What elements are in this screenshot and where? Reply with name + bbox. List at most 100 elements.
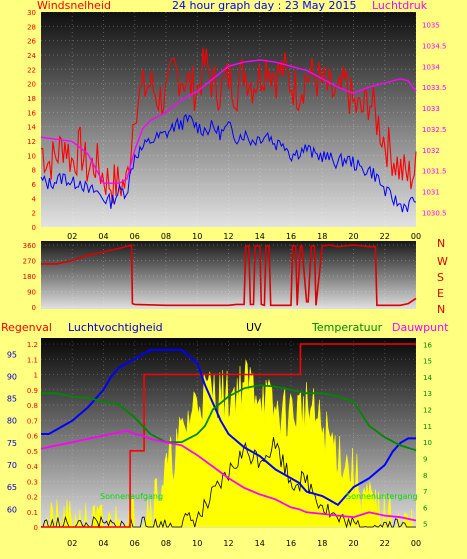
pressure-tick-label: 1034 <box>422 63 440 71</box>
climate-x-tick-label: 06 <box>130 539 140 548</box>
pressure-tick-label: 1035 <box>422 22 440 30</box>
uv-detail-line <box>40 437 416 529</box>
temperature-tick-label: 9 <box>423 455 427 463</box>
humidity-tick-label: 80 <box>7 417 17 426</box>
pressure-tick-label: 1032.5 <box>422 126 447 134</box>
temperature-tick-label: 14 <box>423 374 432 382</box>
chart-title: 24 hour graph day : 23 May 2015 <box>172 0 357 12</box>
wind-x-tick-label: 10 <box>192 232 202 241</box>
uv-area <box>41 359 416 528</box>
rain-tick-label: 1.1 <box>27 356 38 364</box>
tick-labels: 0246810121416182022242628301030.51031103… <box>7 9 447 548</box>
wind-x-tick-label: 16 <box>286 232 296 241</box>
wind-speed-tick-label: 22 <box>27 66 36 74</box>
compass-letter-w: W <box>437 255 448 268</box>
sunset-label: Sonnenuntergang <box>346 492 418 501</box>
rain-tick-label: 0.5 <box>27 448 38 456</box>
compass-letter-e: E <box>437 287 444 300</box>
wind-x-tick-label: 04 <box>98 232 108 241</box>
temperature-tick-label: 8 <box>423 472 427 480</box>
rain-tick-label: 0.6 <box>27 433 39 441</box>
climate-x-tick-label: 00 <box>411 539 421 548</box>
rain-tick-label: 0.8 <box>27 402 38 410</box>
rain-tick-label: 0 <box>34 524 38 532</box>
wind-speed-tick-label: 20 <box>27 81 36 89</box>
pressure-tick-label: 1034.5 <box>422 42 447 50</box>
direction-plot-area <box>41 241 416 309</box>
pressure-tick-label: 1031.5 <box>422 168 447 176</box>
wind-x-tick-label: 02 <box>67 232 77 241</box>
temperature-tick-label: 11 <box>423 423 432 431</box>
climate-x-tick-label: 18 <box>317 539 327 548</box>
humidity-tick-label: 70 <box>7 461 17 470</box>
wind-speed-tick-label: 0 <box>32 224 36 232</box>
climate-x-tick-label: 04 <box>98 539 108 548</box>
humidity-tick-label: 65 <box>7 483 17 492</box>
wind-speed-tick-label: 14 <box>27 124 36 132</box>
temperature-tick-label: 7 <box>423 488 427 496</box>
pressure-tick-label: 1033 <box>422 105 440 113</box>
compass-letter-n-top: N <box>437 237 445 250</box>
series-lines <box>40 47 417 529</box>
humidity-line <box>41 348 416 507</box>
climate-x-tick-label: 16 <box>286 539 296 548</box>
climate-x-tick-label: 20 <box>348 539 358 548</box>
temperature-tick-label: 5 <box>423 521 427 529</box>
wind-average-line <box>40 113 417 213</box>
wind-speed-tick-label: 8 <box>32 167 36 175</box>
rain-label: Regenval <box>1 321 52 334</box>
wind-speed-tick-label: 6 <box>32 181 37 189</box>
humidity-tick-label: 85 <box>7 395 17 404</box>
rain-tick-label: 1.2 <box>27 341 38 349</box>
rain-tick-label: 1 <box>34 372 38 380</box>
temperature-line <box>41 384 417 452</box>
wind-speed-tick-label: 16 <box>27 109 36 117</box>
wind-x-tick-label: 22 <box>380 232 390 241</box>
pressure-line <box>40 59 417 184</box>
rain-tick-label: 0.1 <box>27 509 38 517</box>
temperature-tick-label: 15 <box>423 358 432 366</box>
rain-tick-label: 0.9 <box>27 387 38 395</box>
climate-x-tick-label: 08 <box>161 539 171 548</box>
wind-speed-tick-label: 24 <box>27 52 36 60</box>
temperature-tick-label: 10 <box>423 439 432 447</box>
sunrise-label: Sonnenaufgang <box>100 492 163 501</box>
wind-speed-tick-label: 30 <box>27 9 36 17</box>
humidity-label: Luchtvochtigheid <box>68 321 163 334</box>
wind-gust-line <box>40 47 417 204</box>
compass-letter-s: S <box>437 271 444 284</box>
temperature-tick-label: 13 <box>423 390 432 398</box>
uv-label: UV <box>246 321 262 334</box>
climate-x-tick-label: 02 <box>67 539 77 548</box>
wind-speed-tick-label: 2 <box>32 210 36 218</box>
climate-x-tick-label: 10 <box>192 539 202 548</box>
humidity-tick-label: 60 <box>7 505 17 514</box>
wind-plot-area <box>41 12 416 227</box>
temperature-label: Temperatuur <box>311 321 383 334</box>
wind-speed-tick-label: 28 <box>27 23 36 31</box>
pressure-tick-label: 1033.5 <box>422 84 447 92</box>
direction-tick-label: 360 <box>23 242 36 250</box>
rain-tick-label: 0.3 <box>27 478 38 486</box>
direction-tick-label: 0 <box>32 304 36 312</box>
wind-x-tick-label: 18 <box>317 232 327 241</box>
rain-line <box>41 343 416 528</box>
wind-speed-tick-label: 12 <box>27 138 36 146</box>
humidity-tick-label: 75 <box>7 439 17 448</box>
climate-x-tick-label: 22 <box>380 539 390 548</box>
wind-speed-tick-label: 4 <box>32 195 37 203</box>
dewpoint-line <box>40 429 417 522</box>
wind-x-tick-label: 20 <box>348 232 358 241</box>
wind-speed-label: Windsnelheid <box>37 0 111 12</box>
pressure-label: Luchtdruk <box>372 0 428 12</box>
wind-speed-tick-label: 10 <box>27 152 36 160</box>
wind-x-tick-label: 14 <box>255 232 265 241</box>
pressure-tick-label: 1032 <box>422 147 440 155</box>
compass-letter-n-bottom: N <box>437 303 445 316</box>
direction-tick-label: 180 <box>23 273 36 281</box>
wind-speed-tick-label: 18 <box>27 95 36 103</box>
wind-x-tick-label: 08 <box>161 232 171 241</box>
humidity-tick-label: 90 <box>7 372 17 381</box>
